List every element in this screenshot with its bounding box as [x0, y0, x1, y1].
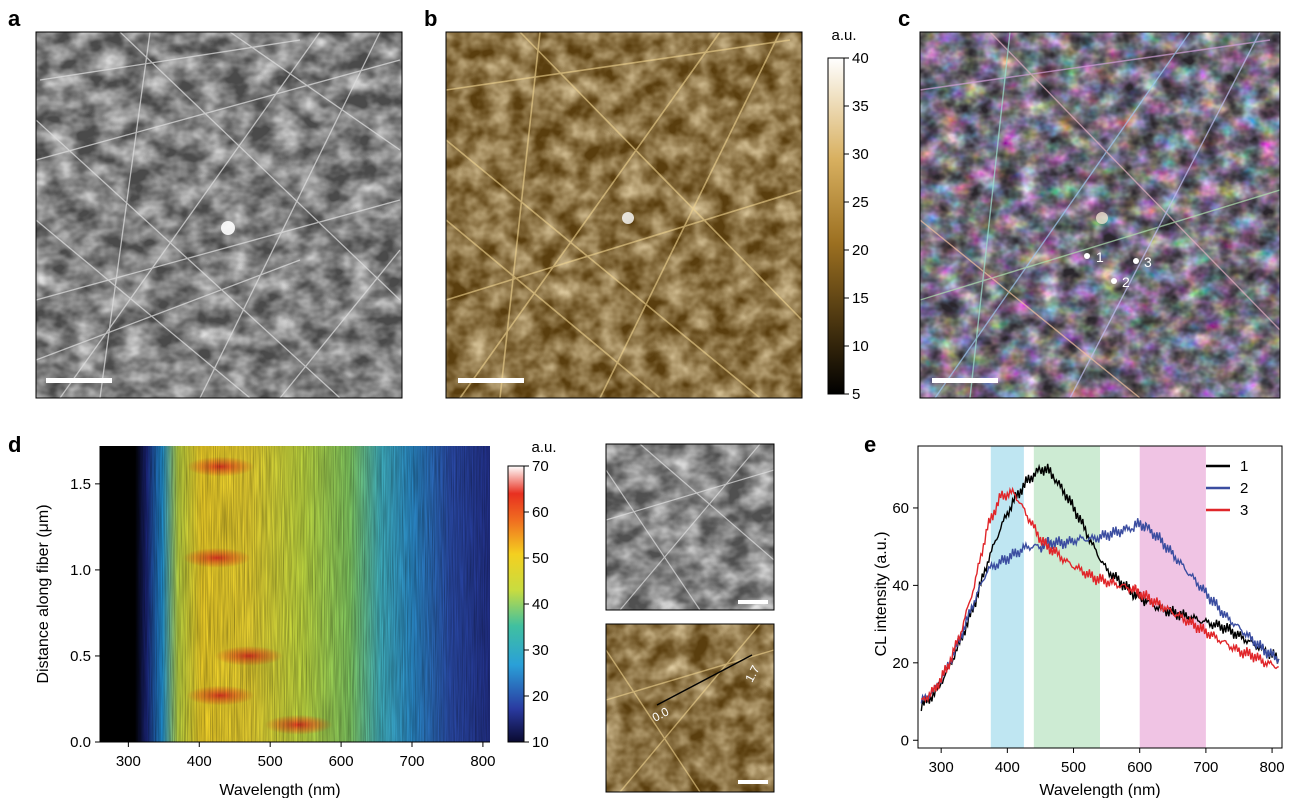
panel-e-xtick-label-700: 700 [1193, 759, 1218, 776]
panel-d-xtick-label-500: 500 [258, 753, 283, 770]
panel-b-colorbar-tick-label-5: 5 [852, 386, 860, 403]
panel-d-colorbar-unit: a.u. [531, 439, 556, 456]
panel-e-band-pink [1139, 446, 1206, 748]
panel-b-colorbar-tick-label-35: 35 [852, 98, 869, 115]
panel-a-bright-particle [221, 221, 235, 235]
panel-e-bands [990, 446, 1206, 748]
panel-b-colorbar-ticks: 5 10 15 20 25 30 35 40 [844, 50, 869, 403]
panel-e-ylabel: CL intensity (a.u.) [873, 532, 890, 657]
panel-d-colorbar-tick-label-60: 60 [532, 504, 549, 521]
panel-c-fibers [919, 31, 1281, 399]
panel-letter-c: c [898, 6, 910, 31]
panel-a: a [8, 6, 403, 399]
panel-e-series [920, 463, 1280, 712]
panel-d: d 300 400 500 600 700 800 0.0 0.5 1.0 1.5 Wavelen… [8, 432, 775, 798]
panel-e-legend-label-2: 2 [1240, 480, 1248, 497]
point-label-2: 2 [1122, 274, 1130, 290]
panel-e-legend: 1 2 3 [1206, 458, 1248, 519]
heatmap-texture [100, 446, 490, 742]
panel-b-fibers [445, 31, 803, 399]
panel-d-colorbar-ticks: 10 20 30 40 50 60 70 [524, 458, 549, 751]
panel-d-colorbar-tick-label-10: 10 [532, 734, 549, 751]
panel-d-ytick-label-0.0: 0.0 [70, 734, 91, 751]
panel-e-series-line-3 [920, 486, 1279, 703]
panel-d-inset-gray-fibers [605, 443, 775, 611]
panel-d-colorbar-tick-label-30: 30 [532, 642, 549, 659]
panel-d-inset-gray-frame [605, 443, 775, 611]
panel-d-xtick-label-400: 400 [187, 753, 212, 770]
panel-c-scale-bar [932, 378, 998, 383]
panel-d-inset-gold-frame [605, 623, 775, 793]
panel-b-frame [445, 31, 803, 399]
panel-b-colorbar-tick-label-20: 20 [852, 242, 869, 259]
panel-d-xtick-label-800: 800 [470, 753, 495, 770]
panel-b-colorbar-tick-label-40: 40 [852, 50, 869, 67]
panel-e-xtick-label-400: 400 [995, 759, 1020, 776]
panel-d-axes: 300 400 500 600 700 800 0.0 0.5 1.0 1.5 [70, 446, 495, 770]
panel-e-series-line-1 [920, 463, 1280, 712]
panel-d-colorbar-tick-label-20: 20 [532, 688, 549, 705]
panel-b-colorbar [827, 57, 845, 395]
panel-e-xtick-label-600: 600 [1127, 759, 1152, 776]
panel-e-xtick-label-500: 500 [1061, 759, 1086, 776]
panel-e-ytick-label-20: 20 [892, 655, 909, 672]
panel-e: e 300 400 500 600 700 800 0 20 40 60 1 2 3 Waveleng… [864, 432, 1285, 798]
panel-d-ytick-label-1.0: 1.0 [70, 562, 91, 579]
panel-b-colorbar-tick-label-25: 25 [852, 194, 869, 211]
panel-a-frame [35, 31, 403, 399]
panel-b-colorbar-tick-label-30: 30 [852, 146, 869, 163]
point-marker-1 [1084, 253, 1090, 259]
panel-d-heatmap [100, 446, 490, 742]
panel-letter-e: e [864, 432, 876, 457]
panel-b-bright-particle [622, 212, 634, 224]
panel-b-scale-bar [458, 378, 524, 383]
panel-c-points: 1 2 3 [1084, 249, 1152, 290]
panel-e-xtick-label-800: 800 [1260, 759, 1285, 776]
panel-d-colorbar-tick-label-40: 40 [532, 596, 549, 613]
panel-d-ytick-label-1.5: 1.5 [70, 476, 91, 493]
panel-d-ytick-label-0.5: 0.5 [70, 648, 91, 665]
point-label-1: 1 [1096, 249, 1104, 265]
panel-b-colorbar-tick-label-10: 10 [852, 338, 869, 355]
panel-d-xlabel: Wavelength (nm) [219, 782, 340, 798]
panel-e-legend-label-3: 3 [1240, 502, 1248, 519]
panel-c-bright-particle [1096, 212, 1108, 224]
panel-c: c 1 2 3 [898, 6, 1281, 399]
panel-e-band-green [1033, 446, 1100, 748]
panel-e-ytick-label-40: 40 [892, 577, 909, 594]
panel-d-colorbar [507, 465, 525, 743]
panel-d-colorbar-tick-label-70: 70 [532, 458, 549, 475]
panel-e-plot-frame [917, 445, 1283, 749]
panel-a-scale-bar [46, 378, 112, 383]
panel-letter-d: d [8, 432, 21, 457]
panel-e-series-line-2 [920, 518, 1280, 704]
panel-d-colorbar-tick-label-50: 50 [532, 550, 549, 567]
panel-b-colorbar-tick-label-15: 15 [852, 290, 869, 307]
panel-letter-a: a [8, 6, 21, 31]
panel-c-frame [919, 31, 1281, 399]
panel-e-legend-label-1: 1 [1240, 458, 1248, 475]
panel-d-inset-gold-scale-bar [738, 780, 768, 784]
point-label-3: 3 [1144, 254, 1152, 270]
panel-e-ytick-label-60: 60 [892, 500, 909, 517]
panel-e-axes: 300 400 500 600 700 800 0 20 40 60 [892, 445, 1285, 776]
panel-d-xtick-label-300: 300 [116, 753, 141, 770]
panel-e-xtick-label-300: 300 [929, 759, 954, 776]
panel-b: b a.u. 5 10 15 20 25 30 35 40 [424, 6, 869, 403]
panel-e-ytick-label-0: 0 [901, 732, 909, 749]
panel-b-colorbar-unit: a.u. [831, 27, 856, 44]
panel-d-xtick-label-700: 700 [399, 753, 424, 770]
panel-a-fibers [35, 31, 401, 399]
point-marker-3 [1133, 258, 1139, 264]
panel-e-xlabel: Wavelength (nm) [1039, 782, 1160, 798]
panel-d-inset-gray-scale-bar [738, 600, 768, 604]
point-marker-2 [1111, 278, 1117, 284]
panel-d-xtick-label-600: 600 [329, 753, 354, 770]
panel-d-ylabel: Distance along fiber (μm) [35, 504, 52, 683]
panel-letter-b: b [424, 6, 437, 31]
panel-d-measure-line [656, 654, 753, 706]
